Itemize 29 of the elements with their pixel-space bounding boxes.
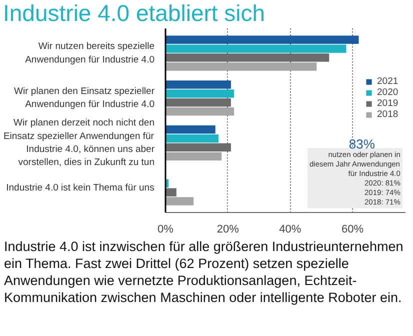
bar xyxy=(166,143,231,152)
text: Industrie 4.0 ist inzwischen für alle größeren Industrieunternehmen ein Thema. Fast zwei Drittel (62 Prozent) setzen spezielle Anwendungen wie vernetzte Produktionsanlagen, Echtzeit-Kommunikation zwischen Maschinen oder intelligente Roboter ein. xyxy=(4,238,404,306)
y-tick-label: Industrie 4.0 ist kein Thema für uns xyxy=(6,182,155,194)
bar xyxy=(166,152,222,161)
x-tick-label: 0% xyxy=(158,224,174,236)
bar xyxy=(166,89,234,98)
legend-label: 2021 xyxy=(377,76,398,87)
bar xyxy=(166,107,234,116)
bar xyxy=(166,36,359,44)
x-tick-label: 20% xyxy=(216,224,240,236)
x-tick-label: 60% xyxy=(342,224,364,236)
bar xyxy=(166,134,218,143)
y-tick-label: Wir planen den Einsatz spezieller Anwendungen für Industrie 4.0 xyxy=(14,86,155,110)
legend-label: 2018 xyxy=(377,109,398,120)
annotation: 83% xyxy=(348,136,376,152)
legend-label: 2020 xyxy=(377,87,398,98)
bar xyxy=(166,98,231,107)
bar xyxy=(166,44,346,53)
bar xyxy=(166,62,317,71)
bar xyxy=(166,125,216,134)
chart-title: Industrie 4.0 etabliert sich xyxy=(3,0,266,26)
x-tick-label: 40% xyxy=(279,224,302,236)
bar xyxy=(166,197,194,206)
y-tick-label: Wir nutzen bereits spezielle Anwendungen für Industrie 4.0 xyxy=(25,41,155,66)
y-tick-label: Wir planen derzeit noch nicht den Einsatz spezieller Anwendungen für Industrie 4.0, können uns aber vorstellen, dies in Zukunft zu tun xyxy=(3,118,155,168)
bar xyxy=(166,188,176,196)
bar xyxy=(166,80,231,89)
legend-label: 2019 xyxy=(377,98,398,109)
bar xyxy=(166,54,330,62)
